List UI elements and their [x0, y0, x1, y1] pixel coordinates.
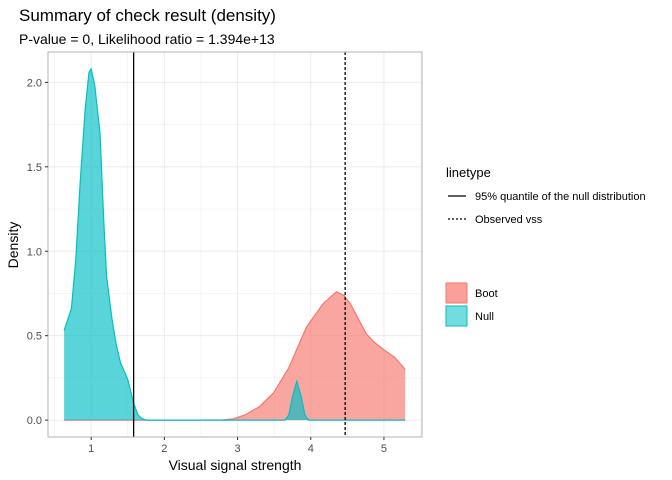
x-tick-label: 1 [88, 443, 94, 455]
y-axis-label: Density [5, 222, 21, 269]
x-tick-label: 3 [234, 443, 240, 455]
legend-null-key [445, 305, 468, 327]
legend-linetype-title: linetype [446, 165, 491, 180]
y-tick-label: 1.0 [27, 246, 42, 258]
legend-null-label: Null [475, 311, 494, 323]
x-tick-label: 2 [161, 443, 167, 455]
legend-boot-key [445, 282, 468, 304]
legend-solid-label: 95% quantile of the null distribution [475, 191, 646, 203]
null-density-area [64, 68, 406, 421]
x-axis-label: Visual signal strength [169, 457, 302, 473]
panel-border [47, 51, 423, 438]
y-tick-label: 2.0 [27, 77, 42, 89]
legend-dotted-label: Observed vss [475, 214, 543, 226]
chart-subtitle: P-value = 0, Likelihood ratio = 1.394e+1… [19, 31, 275, 47]
x-tick-label: 4 [308, 443, 314, 455]
boot-density-line [64, 291, 406, 421]
null-density-line [63, 67, 406, 421]
y-tick-label: 0.5 [27, 331, 42, 343]
boot-density-area [64, 291, 406, 421]
chart-title: Summary of check result (density) [19, 6, 276, 25]
y-tick-label: 1.5 [27, 162, 42, 174]
legend-boot-label: Boot [475, 288, 498, 300]
legend: linetype 95% quantile of the null distri… [445, 165, 646, 327]
x-tick-label: 5 [381, 443, 387, 455]
y-tick-label: 0.0 [27, 415, 42, 427]
